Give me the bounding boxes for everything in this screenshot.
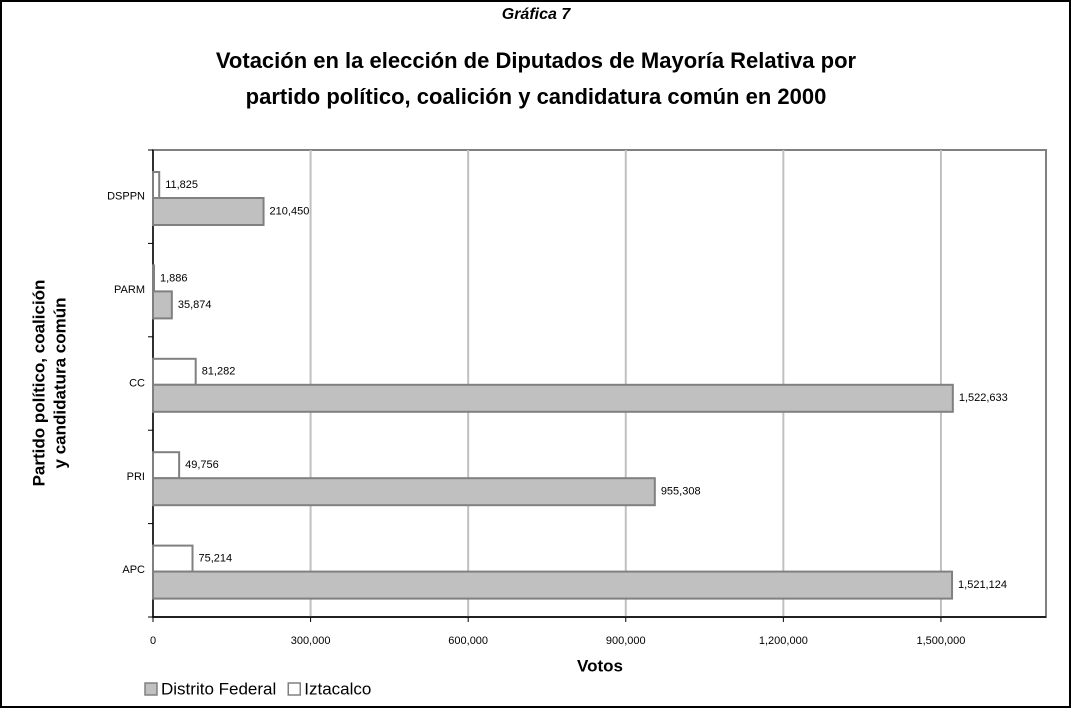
data-label: 49,756 [185, 459, 219, 471]
x-tick-label: 600,000 [448, 635, 488, 647]
x-tick-label: 0 [150, 635, 156, 647]
bar [152, 451, 181, 480]
plot-area [152, 149, 1047, 618]
legend-swatch [287, 682, 302, 696]
y-axis-title-line: Partido político, coalición [29, 280, 48, 487]
bar [152, 477, 656, 507]
bar [152, 544, 194, 573]
data-label: 35,874 [178, 299, 212, 311]
bar [152, 171, 161, 199]
y-tick-label: PARM [114, 284, 145, 296]
bar [152, 264, 155, 293]
y-tick-label: CC [129, 377, 145, 389]
legend-swatch [144, 682, 158, 696]
bar [152, 383, 954, 413]
x-tick-label: 300,000 [291, 635, 331, 647]
chart-title: Votación en la elección de Diputados de … [216, 48, 857, 73]
bar [152, 570, 954, 600]
y-tick-label: APC [122, 564, 145, 576]
y-tick-label: DSPPN [107, 191, 145, 203]
x-axis-title: Votos [577, 656, 623, 675]
y-axis-title: Partido político, coalición y candidatur… [29, 280, 69, 487]
data-label: 1,522,633 [959, 392, 1008, 404]
bar [152, 290, 173, 320]
data-label: 955,308 [661, 486, 701, 498]
legend-label: Iztacalco [304, 679, 371, 698]
data-label: 1,886 [160, 272, 188, 284]
data-label: 210,450 [270, 205, 310, 217]
y-axis-title-line: y candidatura común [50, 298, 69, 469]
data-label: 75,214 [199, 553, 233, 565]
x-tick-label: 900,000 [606, 635, 646, 647]
data-label: 81,282 [202, 366, 236, 378]
chart-title: partido político, coalición y candidatur… [246, 84, 827, 109]
data-label: 1,521,124 [958, 579, 1007, 591]
x-tick-label: 1,500,000 [916, 635, 965, 647]
y-tick-label: PRI [127, 471, 145, 483]
bar [152, 357, 197, 386]
x-tick-label: 1,200,000 [759, 635, 808, 647]
bar [152, 197, 265, 226]
data-label: 11,825 [165, 179, 198, 191]
chart-subtitle: Gráfica 7 [502, 6, 572, 23]
legend-label: Distrito Federal [161, 679, 276, 698]
